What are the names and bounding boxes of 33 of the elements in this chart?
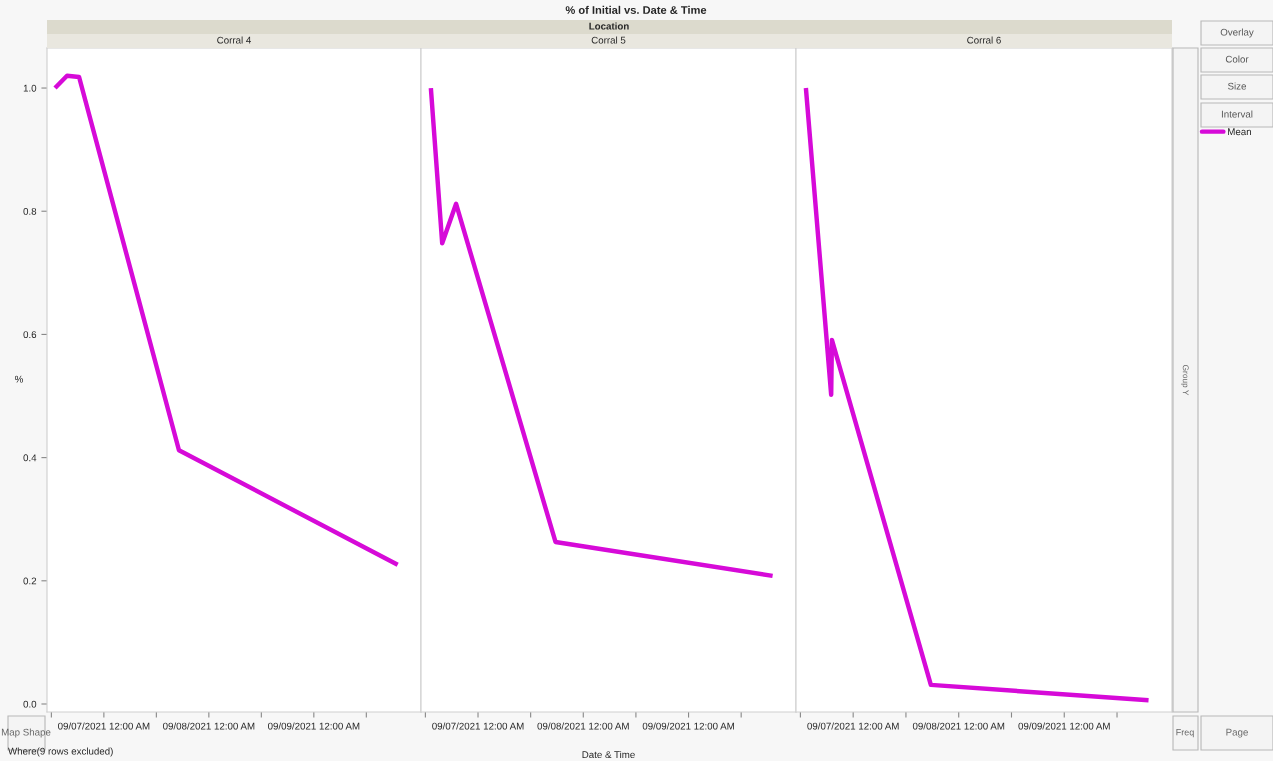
text: Page [1226,728,1248,738]
line-series [52,73,400,568]
x-tick-label: 09/09/2021 12:00 AM [267,722,360,730]
y-tick-label: 0.2 [23,577,37,585]
chart-title: Corral 6 [967,36,1001,44]
y-axis-title: % [15,375,23,383]
x-tick-label: 09/08/2021 12:00 AM [537,722,629,730]
x-tick-label: 09/08/2021 12:00 AM [163,722,255,730]
x-tick-label: 09/08/2021 12:00 AM [912,722,1005,730]
text: % of Initial vs. Date & Time [565,5,707,14]
text: Overlay [1220,28,1254,38]
y-tick-label: 0.8 [23,207,37,215]
text: Interval [1221,110,1253,118]
y-tick-label: 1.0 [23,84,37,92]
x-tick-label: 09/09/2021 12:00 AM [1018,722,1110,730]
x-tick-label: 09/09/2021 12:00 AM [642,722,734,730]
text: Where(9 rows excluded) [8,747,113,757]
text: Group Y [1181,364,1189,396]
chart-title: Corral 5 [591,36,626,44]
legend-label: Mean [1228,128,1251,136]
y-tick-label: 0.4 [23,454,37,462]
chart-title: Corral 4 [217,36,252,44]
text: Color [1225,55,1249,63]
text: Freq [1176,729,1194,738]
x-axis-title: Date & Time [582,750,635,759]
text: Map Shape [1,728,51,738]
x-tick-label: 09/07/2021 12:00 AM [432,722,524,730]
y-tick-label: 0.6 [23,331,37,339]
text: Location [589,22,629,30]
x-tick-label: 09/07/2021 12:00 AM [58,722,150,730]
y-tick-label: 0.0 [23,700,37,708]
x-tick-label: 09/07/2021 12:00 AM [807,722,899,730]
text: Size [1227,82,1247,90]
